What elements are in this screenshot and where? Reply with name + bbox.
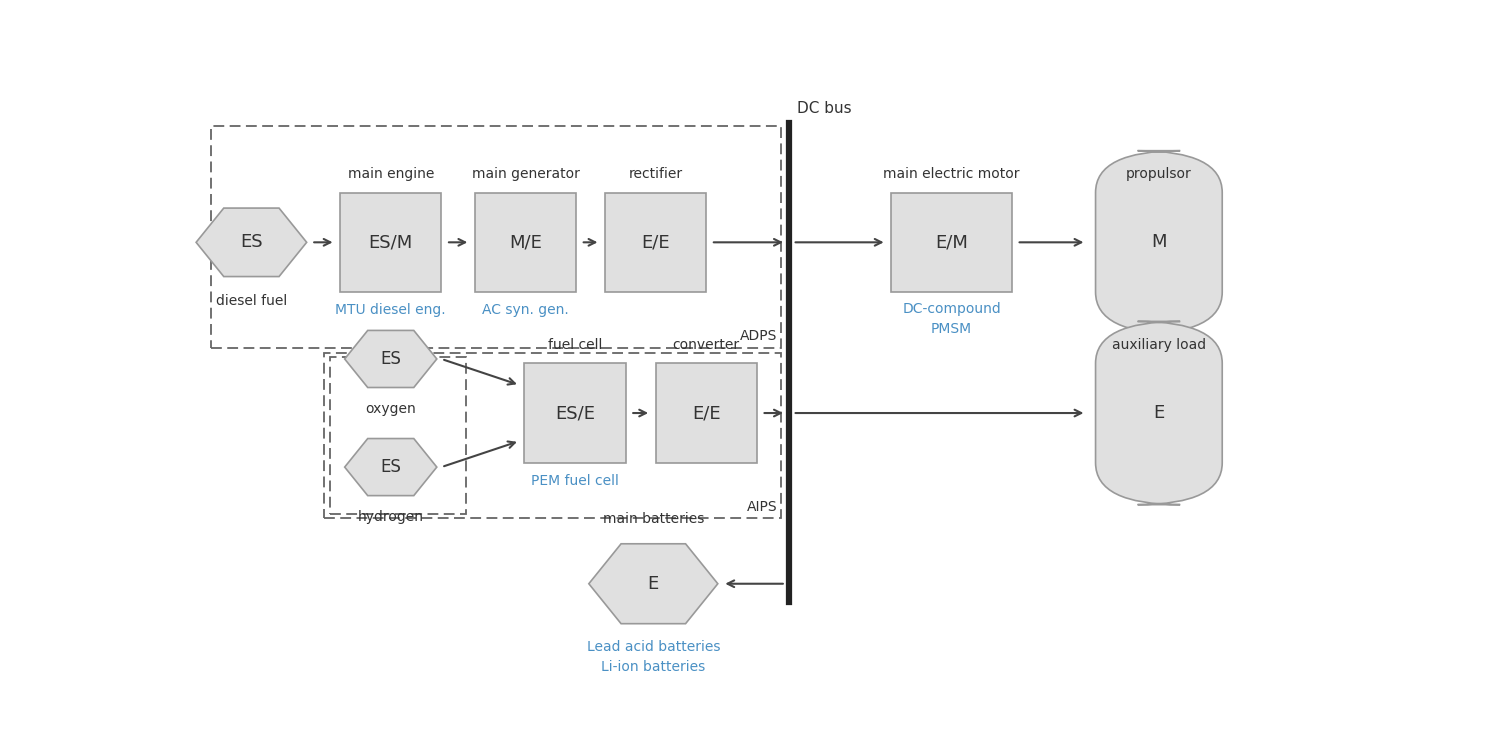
Text: E/M: E/M <box>935 234 967 251</box>
Polygon shape <box>196 208 306 276</box>
Polygon shape <box>345 330 437 387</box>
FancyBboxPatch shape <box>1095 151 1221 334</box>
Text: AIPS: AIPS <box>747 500 777 514</box>
Bar <box>605 193 706 292</box>
Text: converter: converter <box>673 338 740 352</box>
Text: DC-compound: DC-compound <box>902 302 1002 316</box>
Text: main generator: main generator <box>471 167 580 181</box>
Text: ES/M: ES/M <box>369 234 413 251</box>
Text: PEM fuel cell: PEM fuel cell <box>531 474 620 488</box>
Text: ADPS: ADPS <box>740 329 777 343</box>
Text: M/E: M/E <box>510 234 542 251</box>
Bar <box>340 193 441 292</box>
Text: E: E <box>648 575 658 593</box>
Text: ES: ES <box>380 350 401 368</box>
Text: ES: ES <box>241 234 263 251</box>
Bar <box>330 357 465 514</box>
Text: AC syn. gen.: AC syn. gen. <box>481 304 569 318</box>
Text: auxiliary load: auxiliary load <box>1112 338 1207 352</box>
Bar <box>655 364 756 463</box>
Bar <box>525 364 626 463</box>
Text: rectifier: rectifier <box>629 167 682 181</box>
Text: Li-ion batteries: Li-ion batteries <box>602 660 706 674</box>
Bar <box>476 193 577 292</box>
Text: MTU diesel eng.: MTU diesel eng. <box>336 304 446 318</box>
Polygon shape <box>588 544 718 624</box>
Text: M: M <box>1152 234 1167 251</box>
Text: Lead acid batteries: Lead acid batteries <box>587 640 721 654</box>
Text: PMSM: PMSM <box>932 322 972 336</box>
Text: main electric motor: main electric motor <box>883 167 1019 181</box>
Text: hydrogen: hydrogen <box>358 511 424 524</box>
FancyBboxPatch shape <box>1095 321 1221 505</box>
Text: ES: ES <box>380 458 401 476</box>
Text: ES/E: ES/E <box>554 404 594 422</box>
Text: E: E <box>1153 404 1165 422</box>
Text: E/E: E/E <box>692 404 721 422</box>
Text: main batteries: main batteries <box>603 512 704 526</box>
Text: main engine: main engine <box>348 167 434 181</box>
Bar <box>892 193 1012 292</box>
Text: DC bus: DC bus <box>798 101 851 116</box>
Bar <box>324 353 782 518</box>
Text: diesel fuel: diesel fuel <box>215 294 287 308</box>
Text: E/E: E/E <box>642 234 670 251</box>
Text: oxygen: oxygen <box>366 402 416 416</box>
Text: fuel cell: fuel cell <box>548 338 602 352</box>
Text: propulsor: propulsor <box>1126 167 1192 181</box>
Polygon shape <box>345 438 437 496</box>
Bar <box>211 126 782 347</box>
